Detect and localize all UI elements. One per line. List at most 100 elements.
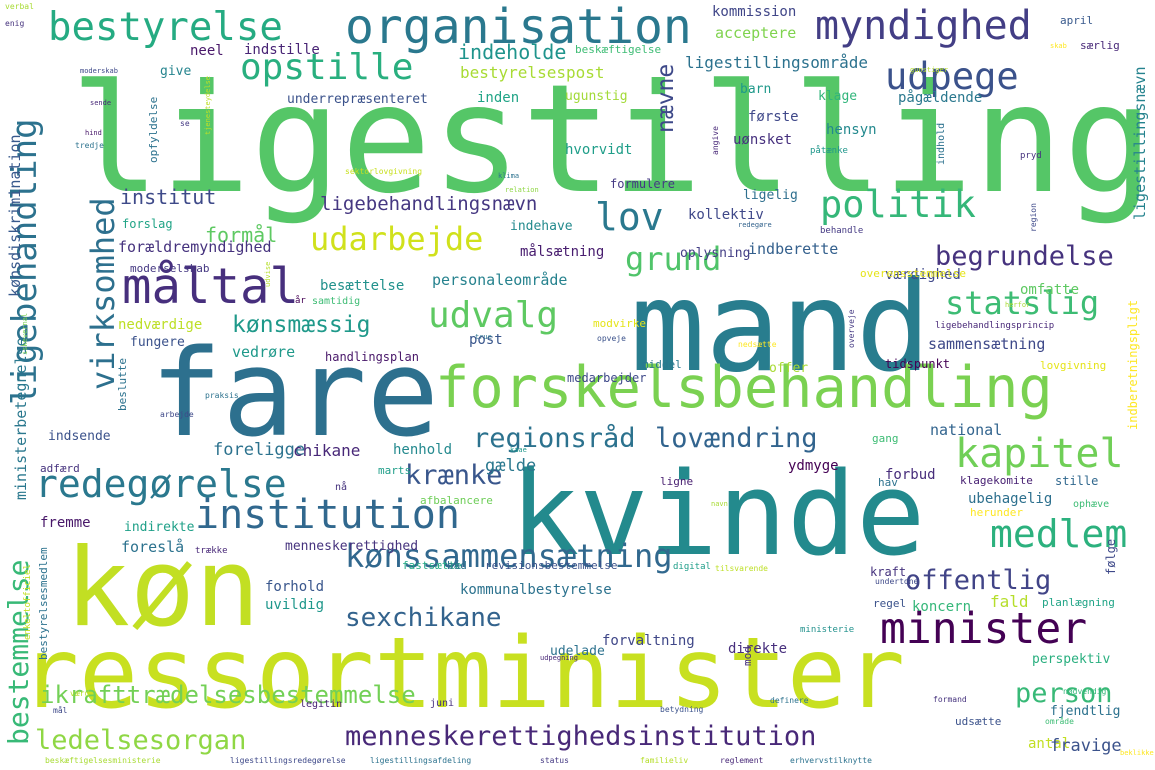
word-ydmyge: ydmyge [788, 458, 839, 474]
word-fastsætte: fastsætte [402, 559, 462, 572]
word-påtænke: påtænke [810, 146, 848, 156]
word-underrepræsenteret: underrepræsenteret [287, 92, 428, 107]
word-give: give [160, 64, 192, 79]
word-ligestillingsområde: ligestillingsområde [685, 53, 869, 72]
word-indeholde: indeholde [458, 40, 567, 64]
word-værd: værd [70, 689, 90, 698]
word-udelade: udelade [550, 644, 605, 659]
word-grund: grund [625, 240, 722, 278]
word-kønssammensætning: kønssammensætning [345, 537, 673, 575]
word-moderselskab: moderselskab [130, 262, 210, 275]
word-nedværdige: nedværdige [118, 317, 203, 333]
word-navn: navn [711, 500, 728, 508]
word-indberette: indberette [748, 240, 839, 258]
word-institution: institution [195, 492, 460, 538]
word-bestyrelse: bestyrelse [48, 5, 283, 50]
word-ministerbetegnelse: ministerbetegnelse [12, 337, 30, 500]
word-betydning: betydning [660, 705, 704, 714]
word-afbalancere: afbalancere [420, 494, 493, 507]
word-adfærd: adfærd [40, 462, 80, 475]
word-national: national [930, 421, 1003, 439]
word-direkte: direkte [728, 641, 788, 657]
word-inden: inden [477, 90, 520, 106]
word-reglement: reglement [720, 756, 764, 765]
word-tjenesteydelse: tjenesteydelse [204, 75, 212, 135]
word-udpege: udpege [885, 55, 1019, 98]
word-koncern: koncern [912, 599, 972, 615]
word-legitin: legitin [300, 699, 343, 710]
word-fravige: fravige [1050, 736, 1122, 756]
word-klage: klage [818, 89, 858, 104]
word-køn: køn [65, 526, 261, 651]
word-krænke: krænke [405, 460, 503, 491]
word-se: se [180, 119, 190, 128]
word-antal: antal [1028, 736, 1071, 752]
word-kvinde: kvinde [510, 448, 926, 582]
word-gælde: gælde [485, 456, 537, 476]
word-herfor: herfor [1005, 301, 1031, 309]
word-foreslå: foreslå [121, 538, 185, 556]
word-lov: lov [595, 195, 664, 239]
word-forhold: forhold [265, 579, 325, 595]
word-værdighed: værdighed [885, 267, 961, 283]
word-udvalg: udvalg [428, 295, 559, 336]
word-beskæftigelsesministerie: beskæftigelsesministerie [45, 756, 161, 765]
word-verbal: verbal [5, 2, 34, 11]
word-ledelsesorgan: ledelsesorgan [35, 725, 247, 756]
word-praksis: praksis [205, 391, 239, 400]
word-definere: definere [770, 696, 809, 705]
word-undertone: undertone [875, 577, 919, 586]
word-true: true [475, 333, 492, 341]
word-forbud: forbud [885, 467, 936, 483]
word-udvise: udvise [264, 261, 272, 287]
word-ligebehandlingsnævn: ligebehandlingsnævn [320, 193, 538, 215]
word-overveje: overveje [847, 309, 856, 348]
word-status: status [540, 756, 569, 765]
word-institut: institut [120, 185, 217, 209]
word-arbejde: arbejde [160, 410, 194, 419]
word-offer: offer [769, 361, 809, 376]
word-iskevernal: iskevernal [21, 312, 29, 355]
word-tidspunkt: tidspunkt [885, 357, 951, 371]
word-bestyrelsesmedlem: bestyrelsesmedlem [37, 547, 50, 660]
word-hind: hind [85, 129, 102, 137]
word-fremme: fremme [40, 515, 91, 531]
word-person: person [1015, 678, 1113, 709]
word-minister: minister [880, 604, 1088, 654]
word-opveje: opveje [597, 334, 626, 343]
word-indberetningspligt: indberetningspligt [1126, 299, 1140, 430]
word-indstille: indstille [244, 42, 320, 58]
word-nå: nå [335, 482, 348, 493]
word-lovændring: lovændring [655, 423, 818, 454]
word-forslag: forslag [122, 217, 173, 231]
word-formål: formål [205, 223, 278, 247]
word-kraft: kraft [870, 565, 907, 579]
word-planlægning: planlægning [1042, 596, 1115, 609]
word-formand: formand [933, 695, 967, 704]
word-regel: regel [873, 597, 907, 610]
word-følge: følge [1104, 538, 1118, 575]
word-område: område [1045, 717, 1074, 726]
word-ligestillingsredegørelse: ligestillingsredegørelse [230, 756, 346, 765]
word-overensstemmelse: overensstemmelse [860, 267, 966, 280]
word-fare: fare [150, 325, 439, 464]
word-opstille: opstille [240, 47, 414, 88]
word-redegørelse: redegørelse [35, 462, 287, 506]
word-vedrøre: vedrøre [232, 343, 296, 361]
word-fald: fald [990, 592, 1029, 611]
word-kapitel: kapitel [955, 431, 1124, 477]
word-modvirke: modvirke [593, 317, 646, 330]
word-hensyn: hensyn [826, 122, 877, 138]
word-båd: båd [447, 559, 467, 572]
word-fjendtlig: fjendtlig [1050, 704, 1121, 719]
word-herunder: herunder [970, 506, 1023, 519]
word-erhvervstilknytte: erhvervstilknytte [790, 756, 872, 765]
word-offentlig: offentlig [905, 565, 1052, 596]
word-formulere: formulere [610, 177, 676, 191]
word-kønsdiskrimination: kønsdiskrimination [6, 134, 24, 297]
word-oplysning: oplysning [680, 246, 751, 261]
word-ubehagelig: ubehagelig [968, 491, 1053, 507]
word-ikrafttrædelsesbestemmelse: ikrafttrædelsesbestemmelse [40, 681, 416, 709]
word-opfyldelse: opfyldelse [147, 96, 160, 163]
